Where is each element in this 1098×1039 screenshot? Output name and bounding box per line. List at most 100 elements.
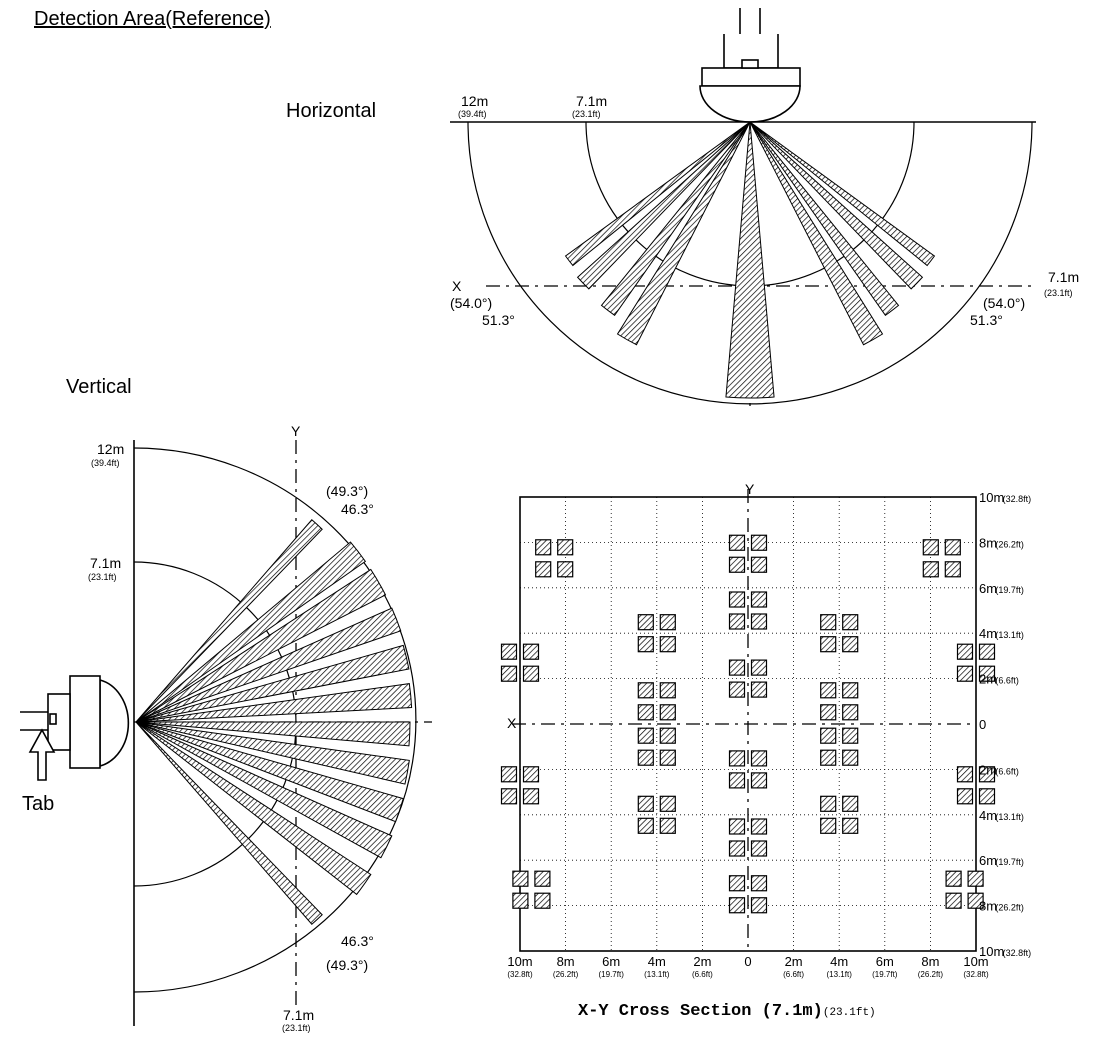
- detection-zone: [842, 704, 859, 721]
- h-range-71m-ft-label: (23.1ft): [572, 109, 601, 119]
- xy-bottom-tick-label: 2m: [785, 954, 803, 969]
- v-bottom-range-ft-label: (23.1ft): [282, 1023, 311, 1033]
- detection-zone: [820, 795, 837, 812]
- detection-zone: [820, 636, 837, 653]
- xy-right-tick-ft: (19.7ft): [995, 585, 1024, 595]
- detection-zone: [659, 817, 676, 834]
- xy-bottom-tick-label: 4m: [648, 954, 666, 969]
- vertical-beam: [135, 519, 323, 723]
- detection-zone: [522, 766, 540, 783]
- detection-zone: [842, 614, 859, 631]
- detection-zone: [967, 892, 984, 909]
- detection-zone: [637, 817, 654, 834]
- xy-bottom-tick-label: 4m: [830, 954, 848, 969]
- xy-x-axis-label: X: [507, 715, 517, 731]
- detection-zone: [945, 870, 962, 887]
- detection-zone: [659, 682, 676, 699]
- h-angle-outer-right: (54.0°): [983, 295, 1025, 311]
- detection-zone: [820, 749, 837, 766]
- vertical-beam-group: [135, 519, 413, 925]
- v-range-12m-ft-label: (39.4ft): [91, 458, 120, 468]
- detection-zone: [922, 539, 939, 556]
- v-angle-inner-bottom: 46.3°: [341, 933, 374, 949]
- detection-zone: [922, 561, 939, 578]
- detection-zone: [728, 750, 746, 767]
- detection-zone: [750, 659, 768, 676]
- xy-right-tick-ft: (32.8ft): [1003, 948, 1032, 958]
- xy-bottom-tick-label: 8m: [921, 954, 939, 969]
- detection-zone: [956, 788, 974, 805]
- horizontal-beam: [749, 121, 936, 267]
- detection-zone: [750, 772, 768, 789]
- xy-right-tick-label: 6m: [979, 853, 997, 868]
- detection-zone: [659, 795, 676, 812]
- page-title: Detection Area(Reference): [34, 8, 271, 30]
- horizontal-beam: [749, 121, 884, 346]
- detection-zone: [500, 766, 518, 783]
- v-bottom-range-label: 7.1m: [283, 1007, 314, 1023]
- v-angle-outer-bottom: (49.3°): [326, 957, 368, 973]
- detection-zone: [956, 766, 974, 783]
- detection-zone: [557, 561, 574, 578]
- detection-zone: [522, 643, 540, 660]
- detection-zone: [557, 539, 574, 556]
- h-right-range-ft-label: (23.1ft): [1044, 288, 1073, 298]
- detection-zone: [967, 870, 984, 887]
- detection-zone: [659, 704, 676, 721]
- cross-section-caption: X-Y Cross Section (7.1m)(23.1ft): [578, 1002, 876, 1021]
- horizontal-beam: [576, 121, 751, 290]
- detection-zone: [945, 892, 962, 909]
- detection-zone: [500, 665, 518, 682]
- cross-section-caption-main: X-Y Cross Section (7.1m): [578, 1002, 823, 1021]
- tab-label: Tab: [22, 793, 54, 815]
- xy-bottom-tick-ft: (6.6ft): [783, 970, 804, 979]
- v-angle-outer-top: (49.3°): [326, 483, 368, 499]
- detection-zone: [522, 788, 540, 805]
- xy-right-tick-ft: (19.7ft): [995, 857, 1024, 867]
- detection-zone: [750, 840, 768, 857]
- xy-right-tick-ft: (32.8ft): [1003, 494, 1032, 504]
- v-range-71m-ft-label: (23.1ft): [88, 572, 117, 582]
- detection-zone: [750, 681, 768, 698]
- xy-bottom-tick-ft: (13.1ft): [644, 970, 670, 979]
- detection-zone: [842, 817, 859, 834]
- detection-zone: [750, 534, 768, 551]
- detection-zone: [820, 817, 837, 834]
- cross-section-caption-unit: (23.1ft): [822, 1007, 876, 1019]
- vertical-beam: [135, 721, 404, 823]
- detection-zone: [637, 682, 654, 699]
- v-range-71m-label: 7.1m: [90, 555, 121, 571]
- vertical-beam: [135, 541, 367, 723]
- vertical-beam: [135, 607, 402, 723]
- detection-zone: [522, 665, 540, 682]
- xy-bottom-tick-label: 2m: [693, 954, 711, 969]
- detection-zone: [637, 704, 654, 721]
- xy-right-tick-label: 6m: [979, 581, 997, 596]
- detection-zone: [535, 561, 552, 578]
- detection-zone: [842, 682, 859, 699]
- vertical-beam: [135, 721, 411, 747]
- detection-zone: [750, 556, 768, 573]
- detection-zone: [500, 788, 518, 805]
- xy-bottom-tick-ft: (13.1ft): [827, 970, 853, 979]
- horizontal-beam: [749, 121, 900, 317]
- detection-zone: [820, 727, 837, 744]
- detection-zone: [728, 897, 746, 914]
- detection-zone: [842, 749, 859, 766]
- xy-bottom-tick-ft: (26.2ft): [918, 970, 944, 979]
- xy-right-tick-label: 2m: [979, 762, 997, 777]
- detection-zone: [978, 788, 996, 805]
- horizontal-beam: [725, 121, 775, 399]
- detection-zone: [728, 659, 746, 676]
- detection-zone: [534, 892, 551, 909]
- xy-right-tick-label: 8m: [979, 899, 997, 914]
- detection-zone: [637, 614, 654, 631]
- xy-right-scale: 10m(32.8ft)8m(26.2ft)6m(19.7ft)4m(13.1ft…: [979, 490, 1031, 959]
- detection-zone: [728, 556, 746, 573]
- detection-zone: [659, 749, 676, 766]
- xy-bottom-tick-label: 8m: [557, 954, 575, 969]
- h-angle-inner-right: 51.3°: [970, 312, 1003, 328]
- vertical-beam: [135, 683, 413, 723]
